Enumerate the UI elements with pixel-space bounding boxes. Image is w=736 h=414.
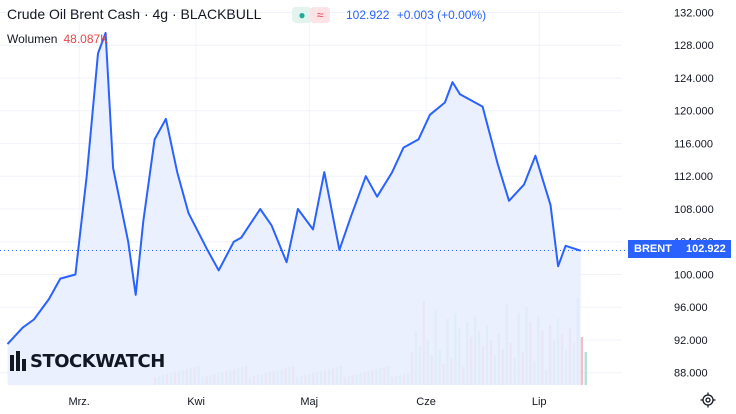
x-tick-label: Mrz. <box>68 396 89 408</box>
y-tick-label: 124.000 <box>674 73 714 85</box>
y-tick-label: 108.000 <box>674 204 714 216</box>
chart-title: Crude Oil Brent Cash · 4g · BLACKBULL <box>7 6 262 22</box>
volume-bar <box>584 352 587 385</box>
volume-value: 48.087K <box>63 32 109 46</box>
x-tick-label: Kwi <box>187 396 205 408</box>
y-tick-label: 132.000 <box>674 7 714 19</box>
y-tick-label: 92.000 <box>674 335 708 347</box>
volume-bar <box>580 337 583 385</box>
y-tick-label: 128.000 <box>674 40 714 52</box>
y-tick-label: 88.000 <box>674 368 708 380</box>
logo-bars-icon <box>10 351 26 371</box>
price-readout: 102.922 +0.003 (+0.00%) <box>346 8 486 22</box>
y-tick-label: 96.000 <box>674 302 708 314</box>
price-area <box>7 32 581 386</box>
price-tag-symbol: BRENT <box>634 243 672 255</box>
y-tick-label: 120.000 <box>674 106 714 118</box>
volume-label: Wolumen <box>7 32 58 46</box>
y-axis[interactable]: 88.00092.00096.000100.000104.000108.0001… <box>674 7 714 379</box>
settings-gear-icon[interactable] <box>700 392 716 408</box>
price-tag: BRENT 102.922 <box>628 240 731 258</box>
compare-icon[interactable]: ≈ <box>310 7 330 23</box>
x-tick-label: Maj <box>300 396 318 408</box>
price-change: +0.003 (+0.00%) <box>396 8 487 22</box>
x-axis[interactable]: Mrz. Kwi Maj Cze Lip <box>68 396 546 408</box>
y-tick-label: 112.000 <box>674 171 713 183</box>
last-price: 102.922 <box>346 8 390 22</box>
price-line <box>6 31 582 345</box>
logo-text: STOCKWATCH <box>30 350 165 372</box>
x-tick-label: Cze <box>416 396 436 408</box>
indicator-toggle-icon[interactable]: ● <box>292 7 312 23</box>
volume-legend: Wolumen 48.087K <box>7 32 108 46</box>
y-tick-label: 100.000 <box>674 269 714 281</box>
x-tick-label: Lip <box>532 396 547 408</box>
price-tag-value: 102.922 <box>686 243 726 255</box>
y-tick-label: 116.000 <box>674 138 713 150</box>
stockwatch-logo: STOCKWATCH <box>9 350 165 372</box>
